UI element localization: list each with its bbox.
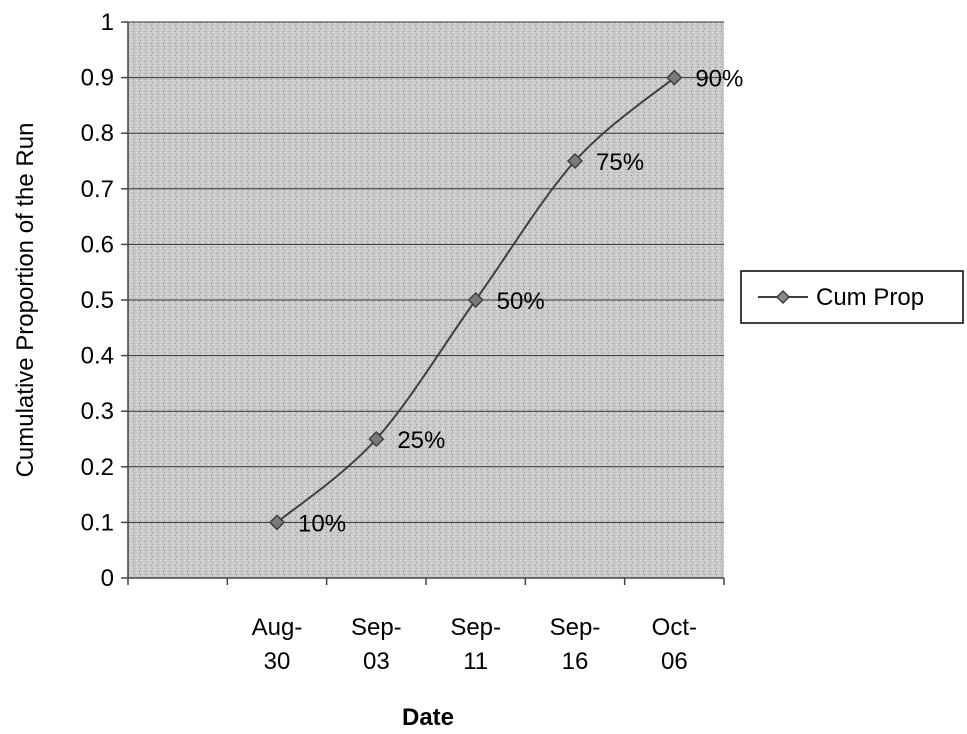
data-point <box>268 514 286 531</box>
y-tick-label: 0.5 <box>81 287 114 314</box>
x-tick-label: Sep- <box>550 614 601 641</box>
x-tick-label: Aug- <box>252 614 303 641</box>
y-tick-label: 1 <box>101 9 114 36</box>
data-labels: 10% 25% 50% 75% 90% <box>298 66 743 538</box>
x-tick-label: Oct- <box>652 614 697 641</box>
x-tick-label: Sep- <box>450 614 501 641</box>
y-tick-label: 0 <box>101 565 114 592</box>
y-tick-label: 0.7 <box>81 176 114 203</box>
y-tick-label: 0.3 <box>81 398 114 425</box>
data-label: 10% <box>298 510 346 537</box>
gridlines <box>128 21 724 523</box>
x-tick-label: 16 <box>562 648 589 675</box>
x-tick-label: 03 <box>363 648 390 675</box>
data-label: 75% <box>596 149 644 176</box>
x-axis-ticks: Aug- 30 Sep- 03 Sep- 11 Sep- 16 Oct- 06 <box>127 578 725 675</box>
y-axis-ticks: 0 0.1 0.2 0.3 0.4 0.5 0.6 0.7 0.8 0.9 1 <box>81 9 128 592</box>
legend-entry-cum-prop: Cum Prop <box>816 284 924 311</box>
x-tick-label: 30 <box>264 648 291 675</box>
data-point <box>368 430 385 448</box>
x-tick-label: 06 <box>661 648 688 675</box>
data-label: 25% <box>397 427 445 454</box>
data-point <box>666 69 683 86</box>
legend-marker <box>775 289 791 305</box>
data-label: 90% <box>695 66 743 93</box>
x-axis-title: Date <box>402 704 454 731</box>
y-tick-label: 0.1 <box>81 509 114 536</box>
y-tick-label: 0.6 <box>81 231 114 258</box>
y-tick-label: 0.4 <box>81 343 114 370</box>
x-tick-label: 11 <box>463 648 488 675</box>
y-tick-label: 0.8 <box>81 120 114 147</box>
y-tick-label: 0.9 <box>81 65 114 92</box>
data-point <box>566 152 584 170</box>
x-tick-label: Sep- <box>351 614 402 641</box>
y-tick-label: 0.2 <box>81 454 114 481</box>
data-label: 50% <box>497 288 545 315</box>
legend: Cum Prop <box>740 270 964 324</box>
data-point <box>467 291 484 309</box>
y-axis-title: Cumulative Proportion of the Run <box>12 123 39 478</box>
series-cum-prop <box>268 69 683 531</box>
